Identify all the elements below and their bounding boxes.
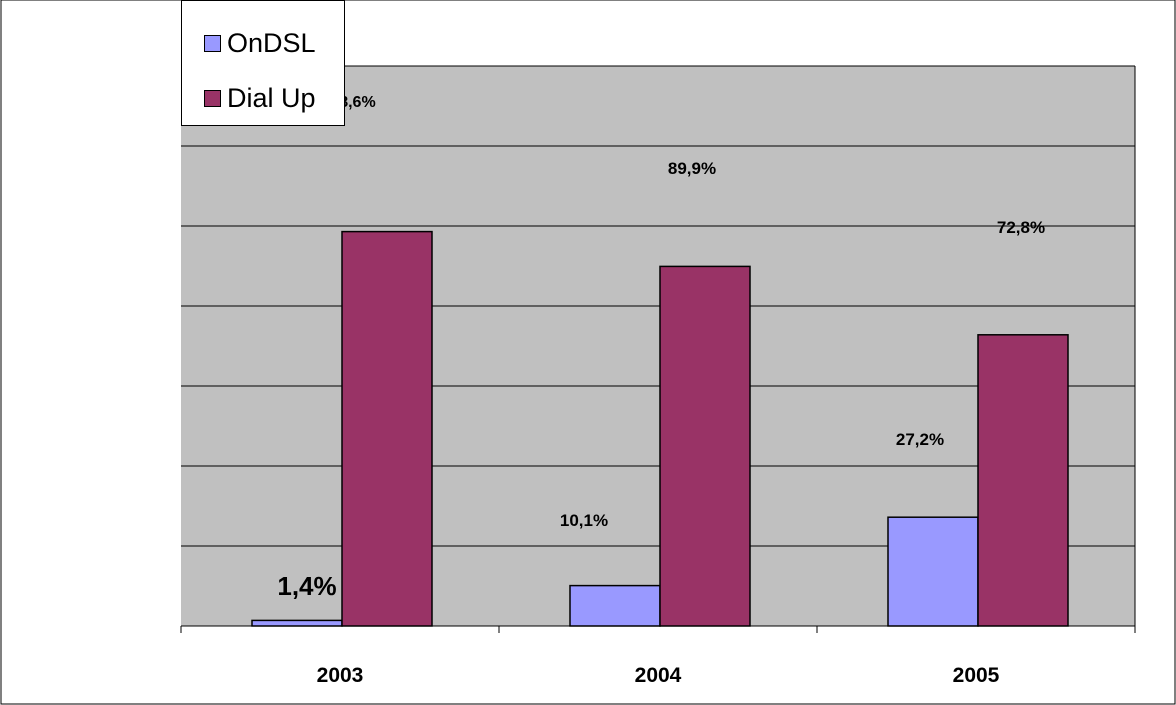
x-tick-label: 2004 <box>635 664 682 687</box>
bar-dial-up-2005 <box>977 334 1069 627</box>
bar-dial-up-2003 <box>341 230 433 627</box>
x-tick-label: 2005 <box>953 664 1000 687</box>
data-label-ondsl-2004: 10,1% <box>560 511 608 530</box>
data-label-ondsl-2003: 1,4% <box>277 571 336 601</box>
x-axis: 2003 2004 2005 <box>180 625 1136 687</box>
legend-swatch-ondsl <box>204 35 221 52</box>
bars <box>251 230 1069 627</box>
legend-item-dial-up: Dial Up <box>204 83 316 114</box>
legend-swatch-dial-up <box>204 90 221 107</box>
bar-dial-up-2004 <box>659 265 751 627</box>
legend-item-ondsl: OnDSL <box>204 28 316 59</box>
data-label-dial-up-2004: 89,9% <box>668 159 716 178</box>
x-tick-label: 2003 <box>317 664 364 687</box>
legend: OnDSL Dial Up <box>181 0 345 126</box>
data-label-dial-up-2005: 72,8% <box>997 218 1045 237</box>
data-label-ondsl-2005: 27,2% <box>896 430 944 449</box>
bar-ondsl-2005 <box>887 516 979 627</box>
legend-label-dial-up: Dial Up <box>227 83 316 113</box>
bar-ondsl-2004 <box>569 584 661 627</box>
legend-label-ondsl: OnDSL <box>227 28 316 58</box>
bar-ondsl-2003 <box>251 619 343 627</box>
